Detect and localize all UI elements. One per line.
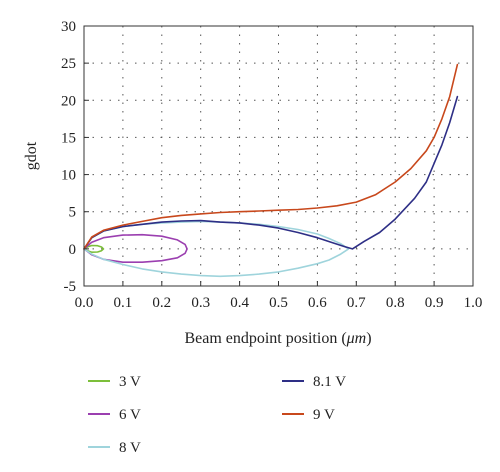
y-tick-label: 10 <box>61 168 76 184</box>
y-tick-label: 20 <box>61 93 76 109</box>
legend-label: 8 V <box>119 440 141 456</box>
legend-item: 3 V <box>88 374 141 390</box>
series-line-9-v <box>83 63 459 250</box>
x-tick-label: 0.0 <box>75 295 94 311</box>
x-tick-label: 0.1 <box>114 295 133 311</box>
legend-item: 8 V <box>88 440 141 456</box>
x-tick-label: 0.8 <box>386 295 405 311</box>
x-axis-label-unit: μm <box>346 330 367 347</box>
y-tick-label: 5 <box>69 205 77 221</box>
grid <box>84 26 473 286</box>
x-tick-label: 0.2 <box>152 295 171 311</box>
axes: 0.0 0.1 0.2 0.3 0.4 0.5 0.6 0.7 0.8 0.9 1.0 -5 0 5 10 1… <box>61 19 482 311</box>
x-tick-label: 1.0 <box>464 295 483 311</box>
series-line-3-v <box>83 244 105 253</box>
x-tick-label: 0.3 <box>191 295 210 311</box>
legend-label: 6 V <box>119 407 141 423</box>
series-line-8-1-v <box>83 95 459 250</box>
series-line-6-v <box>83 233 188 264</box>
y-tick-label: 15 <box>61 130 76 146</box>
legend-item: 8.1 V <box>282 374 346 390</box>
x-tick-label: 0.9 <box>425 295 444 311</box>
y-tick-label: 25 <box>61 56 76 72</box>
y-tick-label: -5 <box>64 279 77 295</box>
y-axis-label: gdot <box>23 141 40 170</box>
x-axis-label-close: ) <box>366 330 371 347</box>
series-layer <box>83 63 459 278</box>
legend-item: 9 V <box>282 407 335 423</box>
x-axis-label-text: Beam endpoint position ( <box>184 330 346 347</box>
legend-label: 9 V <box>313 407 335 423</box>
x-tick-label: 0.7 <box>347 295 366 311</box>
x-tick-label: 0.6 <box>308 295 327 311</box>
x-tick-label: 0.5 <box>269 295 288 311</box>
legend: 3 V 8.1 V 6 V 9 V 8 V <box>88 374 346 456</box>
x-tick-label: 0.4 <box>230 295 249 311</box>
legend-label: 3 V <box>119 374 141 390</box>
y-tick-label: 0 <box>69 242 77 258</box>
y-tick-label: 30 <box>61 19 76 35</box>
legend-label: 8.1 V <box>313 374 346 390</box>
x-axis-label: Beam endpoint position (μm) <box>184 330 371 347</box>
series-line-8-v <box>83 220 350 278</box>
legend-item: 6 V <box>88 407 141 423</box>
